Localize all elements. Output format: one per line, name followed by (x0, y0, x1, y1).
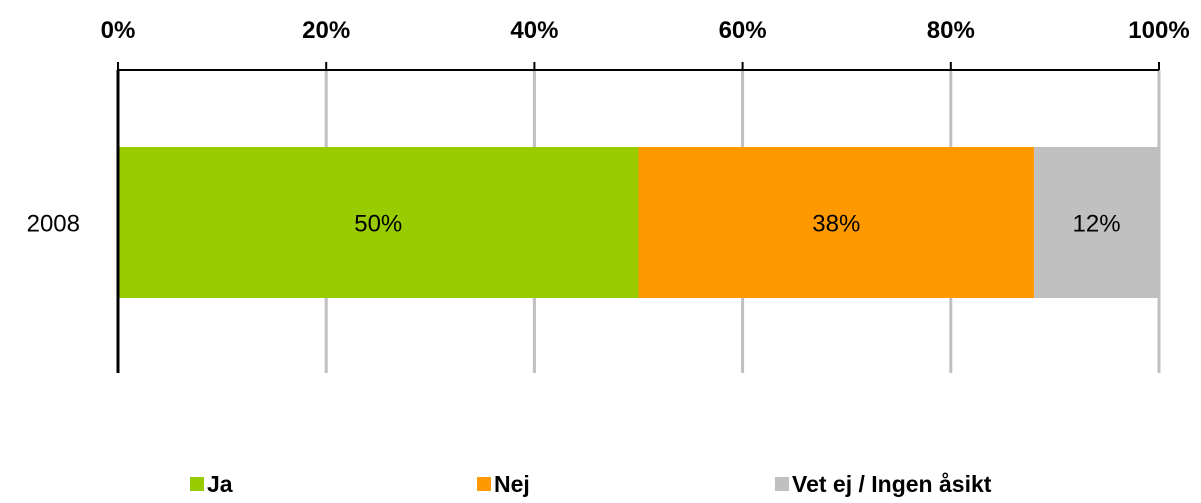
bars (118, 147, 1159, 298)
x-tick-label: 60% (719, 17, 767, 44)
data-label: 12% (1073, 211, 1121, 238)
legend-label: Ja (207, 471, 233, 497)
x-tick-label: 20% (302, 17, 350, 44)
bar-ja-2008 (118, 147, 639, 298)
legend-swatch (190, 477, 204, 491)
labels: 50% 38% 12% 2008 0% 20% 40% 60% 80% 100% (27, 17, 1190, 238)
legend: Ja Nej Vet ej / Ingen åsikt (190, 471, 992, 497)
x-tick-label: 0% (101, 17, 136, 44)
axes (116, 62, 1160, 373)
legend-swatch (477, 477, 491, 491)
x-tick-label: 100% (1128, 17, 1189, 44)
bar-nej-2008 (638, 147, 1035, 298)
bar-vet-ej-ingen-sikt-2008 (1034, 147, 1159, 298)
x-tick-label: 40% (510, 17, 558, 44)
legend-label: Vet ej / Ingen åsikt (792, 471, 992, 497)
data-label: 50% (354, 211, 402, 238)
data-label: 38% (812, 211, 860, 238)
legend-label: Nej (494, 471, 530, 497)
x-tick-label: 80% (927, 17, 975, 44)
category-label: 2008 (27, 211, 80, 238)
legend-swatch (775, 477, 789, 491)
